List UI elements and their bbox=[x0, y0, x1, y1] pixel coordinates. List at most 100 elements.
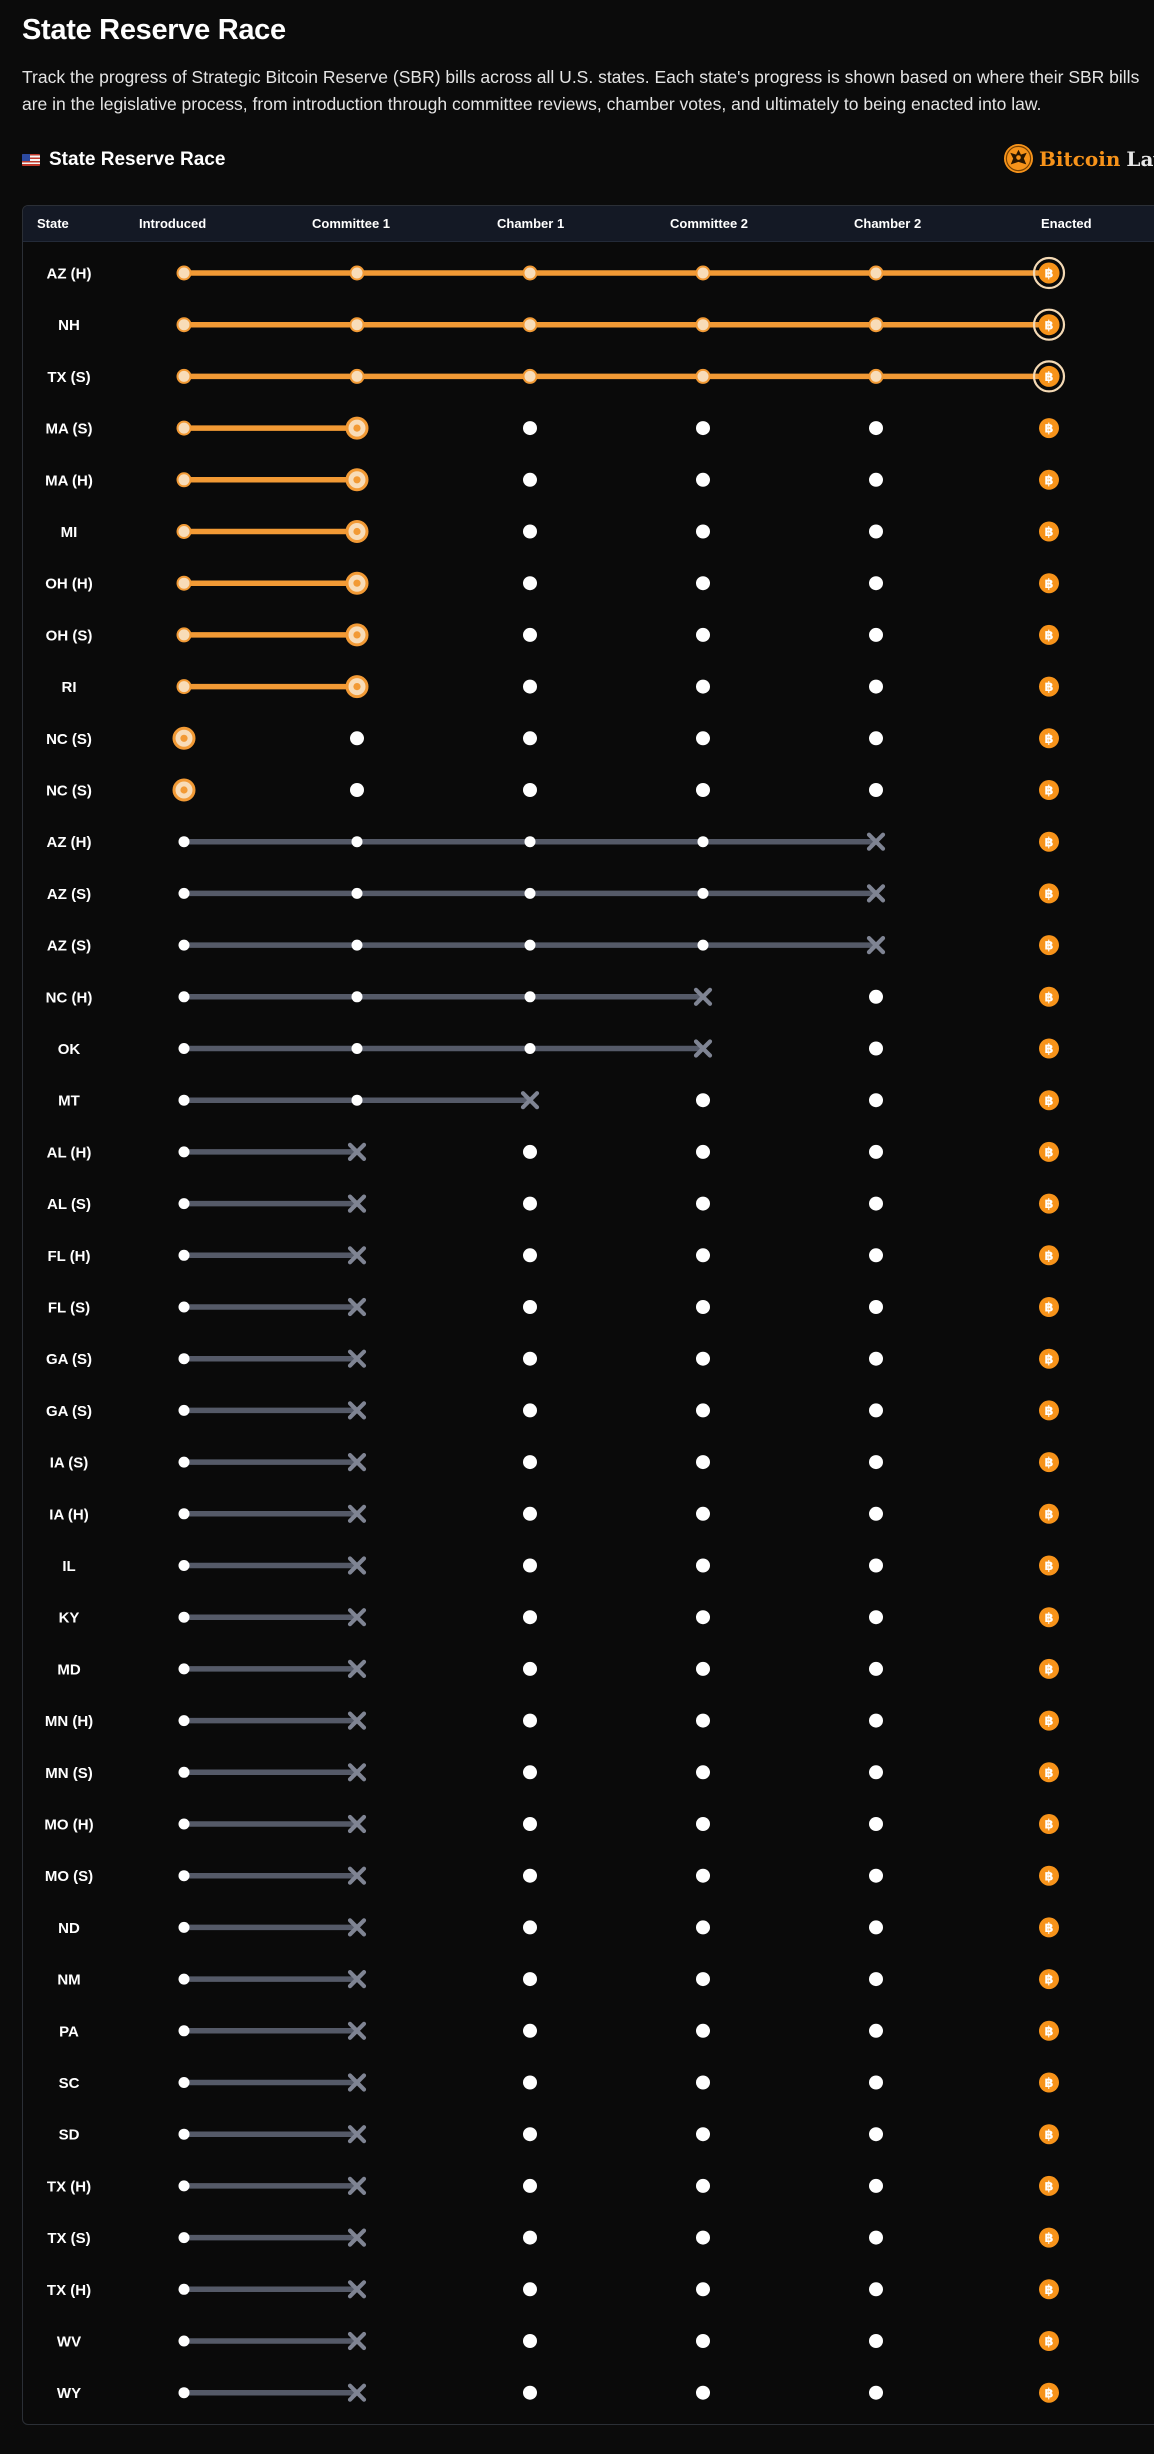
chamber-1-marker bbox=[523, 2282, 537, 2297]
state-label: MD bbox=[57, 1661, 80, 1678]
bitcoin-symbol: ฿ bbox=[1044, 1766, 1053, 1781]
table-row: MN (H) ฿ bbox=[45, 1710, 1059, 1731]
page-title: State Reserve Race bbox=[22, 14, 286, 46]
bitcoin-symbol: ฿ bbox=[1044, 1559, 1053, 1574]
committee-2-marker bbox=[696, 679, 710, 694]
committee-2-marker bbox=[696, 524, 710, 539]
column-header-state: State bbox=[37, 216, 69, 231]
bitcoin-coin-icon bbox=[1039, 935, 1059, 956]
failed-x-icon bbox=[347, 1504, 367, 1523]
chamber-2-marker bbox=[869, 472, 883, 487]
chamber-2-marker bbox=[869, 1196, 883, 1211]
bitcoin-symbol: ฿ bbox=[1044, 1146, 1053, 1161]
bitcoin-coin-icon bbox=[1039, 573, 1059, 594]
bitcoin-coin-icon bbox=[1038, 262, 1060, 284]
bitcoin-symbol: ฿ bbox=[1044, 2231, 1053, 2246]
chamber-2-marker bbox=[869, 1868, 883, 1883]
state-label: PA bbox=[59, 2023, 79, 2040]
chamber-2-marker bbox=[869, 1817, 883, 1831]
bitcoin-symbol: ฿ bbox=[1044, 2180, 1053, 2195]
committee-1-marker bbox=[350, 783, 364, 797]
bitcoin-symbol: ฿ bbox=[1044, 2076, 1053, 2091]
failed-x-icon bbox=[347, 1608, 367, 1627]
failed-x-icon bbox=[347, 1297, 367, 1317]
failed-x-icon bbox=[693, 987, 713, 1006]
table-row: IA (H) ฿ bbox=[49, 1503, 1059, 1524]
chamber-2-marker bbox=[869, 2334, 883, 2348]
chamber-1-marker bbox=[523, 1610, 537, 1625]
chamber-2-marker bbox=[869, 576, 883, 591]
chamber-1-marker bbox=[523, 2178, 537, 2193]
committee-1-marker bbox=[351, 991, 363, 1003]
chamber-2-marker bbox=[869, 989, 883, 1004]
committee-1-marker bbox=[351, 836, 363, 848]
bitcoin-symbol: ฿ bbox=[1044, 1973, 1053, 1988]
bitcoin-symbol: ฿ bbox=[1044, 1507, 1053, 1522]
table-row: AL (H) ฿ bbox=[47, 1141, 1059, 1162]
chamber-2-marker bbox=[869, 627, 883, 642]
state-label: NC (S) bbox=[46, 731, 92, 748]
brand-name-bitcoin: Bitcoin bbox=[1039, 146, 1121, 171]
bitcoin-symbol: ฿ bbox=[1044, 525, 1053, 540]
failed-x-icon bbox=[693, 1039, 713, 1058]
committee-2-marker bbox=[696, 1506, 710, 1521]
committee-2-marker bbox=[696, 472, 710, 487]
introduced-marker bbox=[176, 265, 192, 281]
committee-2-marker bbox=[696, 1868, 710, 1883]
state-label: GA (S) bbox=[46, 1351, 92, 1368]
committee-2-marker bbox=[696, 2023, 710, 2038]
chamber-1-marker bbox=[523, 1817, 537, 1831]
chamber-2-marker bbox=[868, 265, 884, 281]
chamber-1-marker bbox=[523, 783, 537, 797]
state-label: AZ (H) bbox=[47, 834, 92, 851]
failed-x-icon bbox=[347, 2125, 367, 2144]
enacted-ring bbox=[1032, 256, 1066, 290]
chamber-1-marker bbox=[523, 1455, 537, 1470]
section-header: State Reserve Race bbox=[22, 146, 225, 174]
introduced-marker bbox=[178, 2387, 190, 2399]
table-row: NC (S) ฿ bbox=[46, 726, 1059, 750]
bitcoin-coin-icon bbox=[1039, 1038, 1059, 1059]
introduced-marker bbox=[178, 1094, 190, 1106]
table-row: TX (H) ฿ bbox=[47, 2279, 1059, 2300]
table-header: State Introduced Committee 1 Chamber 1 C… bbox=[23, 206, 1154, 242]
chamber-1-marker bbox=[523, 2075, 537, 2090]
table-row: MA (H) ฿ bbox=[45, 468, 1059, 492]
chamber-2-marker bbox=[869, 1041, 883, 1056]
section-title: State Reserve Race bbox=[49, 149, 226, 170]
committee-1-marker bbox=[351, 939, 363, 951]
bitcoin-symbol: ฿ bbox=[1044, 835, 1053, 850]
state-label: ND bbox=[58, 1920, 80, 1937]
state-label: NM bbox=[57, 1972, 80, 1989]
chamber-2-marker bbox=[869, 2385, 883, 2400]
state-label: SC bbox=[59, 2075, 80, 2092]
column-header-chamber-2: Chamber 2 bbox=[854, 216, 922, 231]
failed-x-icon bbox=[347, 1349, 367, 1368]
introduced-marker bbox=[178, 1766, 190, 1778]
chamber-2-marker bbox=[869, 1403, 883, 1418]
chamber-1-marker bbox=[523, 1144, 537, 1159]
table-row: GA (S) ฿ bbox=[46, 1400, 1059, 1421]
introduced-marker bbox=[178, 1353, 190, 1365]
introduced-marker bbox=[178, 1146, 190, 1158]
state-label: TX (S) bbox=[47, 369, 90, 386]
chamber-2-marker bbox=[868, 368, 884, 384]
committee-2-marker bbox=[696, 1248, 710, 1263]
state-label: IL bbox=[62, 1558, 75, 1575]
bitcoin-coin-icon bbox=[1039, 1348, 1059, 1369]
chamber-1-marker bbox=[523, 1920, 537, 1935]
table-row: FL (S) ฿ bbox=[48, 1297, 1059, 1317]
chamber-1-marker bbox=[523, 1351, 537, 1366]
introduced-marker bbox=[178, 1456, 190, 1468]
state-label: AZ (S) bbox=[47, 938, 91, 955]
introduced-marker bbox=[176, 317, 192, 333]
introduced-marker bbox=[178, 887, 190, 899]
table-row: IL ฿ bbox=[62, 1555, 1059, 1576]
chamber-2-marker bbox=[869, 1248, 883, 1263]
table-row: KY ฿ bbox=[59, 1607, 1059, 1628]
failed-x-icon bbox=[347, 2383, 367, 2402]
chamber-2-marker bbox=[869, 421, 883, 436]
bitcoin-laws-brand-link[interactable]: BitcoinLaws bbox=[1003, 143, 1154, 174]
column-header-introduced: Introduced bbox=[139, 216, 207, 231]
failed-x-icon bbox=[347, 1246, 367, 1265]
